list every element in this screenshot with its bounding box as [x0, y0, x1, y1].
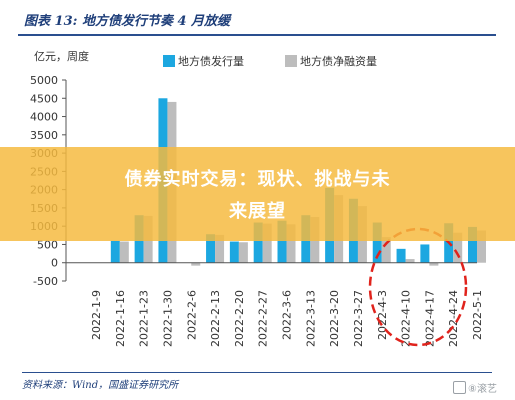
- bar-net-financing: [429, 262, 439, 266]
- bar-net-financing: [453, 232, 463, 263]
- y-tick-label: 5000: [30, 74, 58, 87]
- x-tick-label: 2022-3-13: [304, 290, 317, 347]
- banner-title-line-2: 来展望: [229, 201, 286, 222]
- x-tick-label: 2022-2-20: [233, 290, 246, 347]
- bar-net-financing: [477, 230, 486, 263]
- bar-issuance: [468, 226, 477, 263]
- bar-issuance: [420, 244, 430, 263]
- annotation-circle: [368, 227, 468, 347]
- chart-title: 图表 13: 地方债发行节奏 4 月放缓: [24, 14, 231, 29]
- legend-swatch: [285, 55, 297, 67]
- bar-net-financing: [286, 224, 296, 263]
- bar-net-financing: [215, 234, 225, 263]
- legend-label: 地方债发行量: [178, 54, 244, 68]
- banner-title-line-1: 债券实时交易：现状、挑战与未: [124, 169, 391, 190]
- x-tick-label: 2022-1-23: [138, 290, 151, 347]
- bar-net-financing: [119, 241, 129, 263]
- x-tick-label: 2022-4-3: [376, 290, 389, 340]
- x-tick-label: 2022-4-24: [447, 290, 460, 347]
- x-tick-label: 2022-4-10: [400, 290, 413, 347]
- x-tick-label: 2022-2-13: [209, 290, 222, 347]
- y-tick-label: 3500: [30, 129, 58, 142]
- title-bar: 图表 13: 地方债发行节奏 4 月放缓: [18, 6, 496, 36]
- x-tick-label: 2022-3-6: [281, 290, 294, 340]
- y-tick-label: 0: [51, 257, 58, 270]
- bar-issuance: [396, 248, 406, 263]
- bar-issuance: [372, 222, 382, 263]
- y-tick-label: 4500: [30, 92, 58, 105]
- x-tick-label: 2022-2-27: [257, 290, 270, 347]
- legend-label: 地方债净融资量: [300, 54, 377, 68]
- y-axis-label: 亿元，周度: [34, 49, 89, 63]
- bar-net-financing: [238, 242, 248, 263]
- x-tick-label: 2022-3-20: [328, 290, 341, 347]
- bar-issuance: [277, 220, 287, 263]
- watermark: ⑧滚艺: [453, 380, 497, 395]
- x-tick-label: 2022-4-17: [423, 290, 436, 347]
- bar-net-financing: [191, 262, 201, 266]
- y-tick-label: -500: [33, 275, 58, 288]
- watermark-text: ⑧滚艺: [468, 384, 497, 395]
- source-note: 资料来源：Wind，国盛证券研究所: [22, 372, 492, 391]
- x-tick-label: 2022-3-27: [352, 290, 365, 347]
- y-tick-label: 500: [37, 238, 58, 251]
- bar-issuance: [253, 222, 263, 263]
- article-title-banner: 债券实时交易：现状、挑战与未 来展望: [0, 147, 515, 241]
- x-tick-label: 2022-1-9: [90, 290, 103, 340]
- bar-net-financing: [381, 237, 391, 263]
- bar-issuance: [229, 241, 239, 263]
- bar-net-financing: [262, 223, 272, 263]
- x-tick-label: 2022-1-16: [114, 290, 127, 347]
- x-tick-label: 2022-5-1: [471, 290, 484, 340]
- watermark-logo-icon: [453, 381, 466, 394]
- bar-net-financing: [405, 259, 415, 263]
- bar-issuance: [110, 240, 120, 263]
- y-tick-label: 4000: [30, 111, 58, 124]
- x-tick-label: 2022-1-30: [161, 290, 174, 347]
- x-tick-label: 2022-2-6: [185, 290, 198, 340]
- legend-swatch: [163, 55, 175, 67]
- bar-issuance: [206, 234, 216, 263]
